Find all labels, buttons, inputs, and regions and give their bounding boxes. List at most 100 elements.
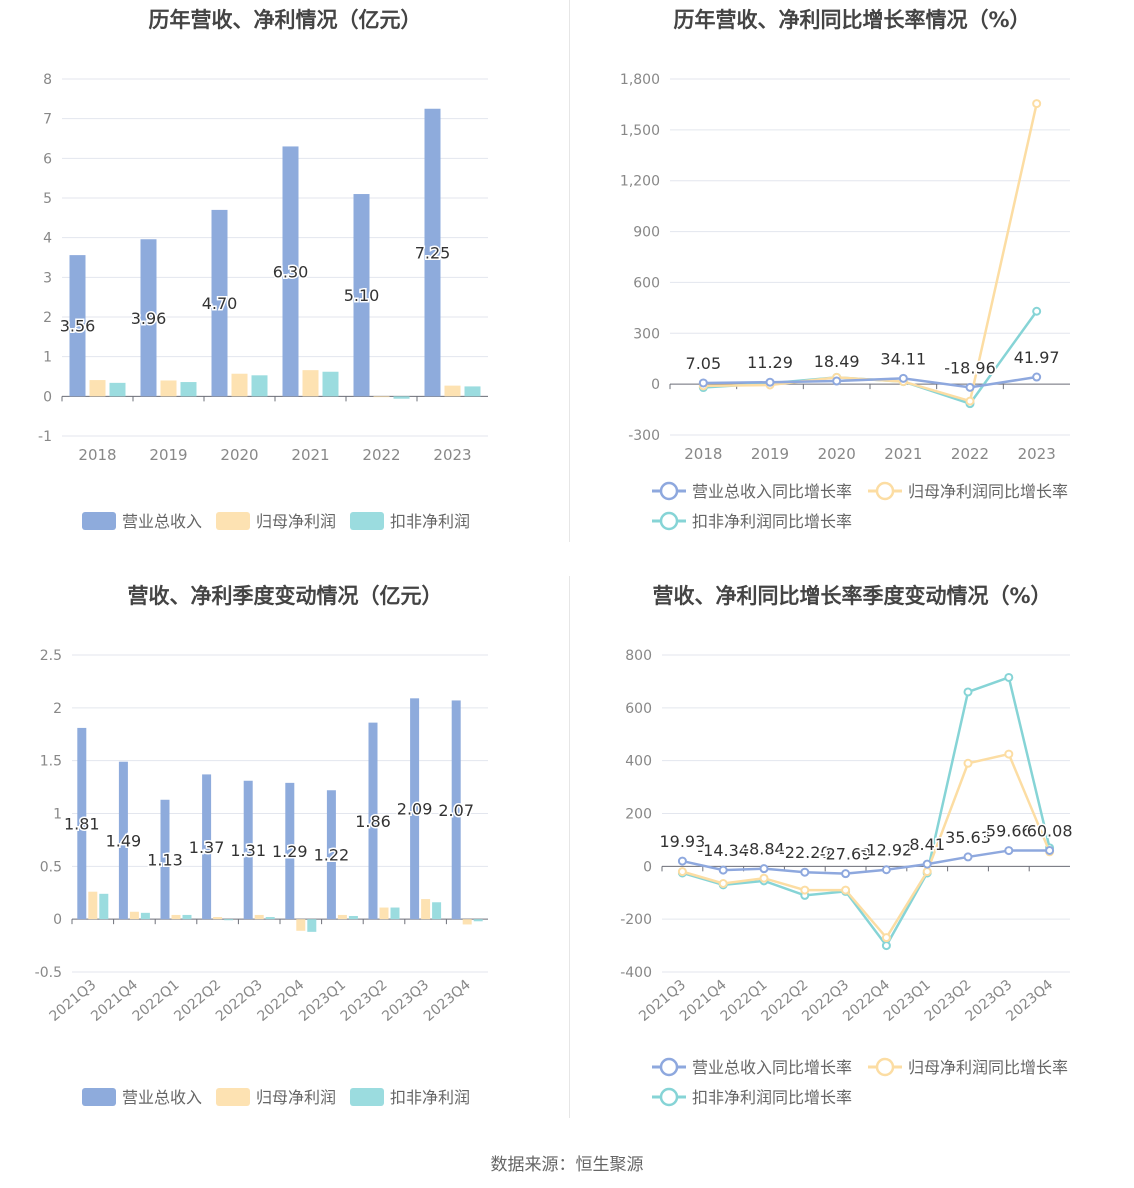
- bar: [462, 919, 472, 925]
- data-label: 4.70: [202, 294, 238, 313]
- chart-title: 营收、净利同比增长率季度变动情况（%）: [652, 584, 1052, 608]
- data-point: [677, 867, 687, 877]
- bar: [140, 912, 150, 920]
- y-tick-label: -0.5: [35, 965, 62, 981]
- legend-item: 营业总收入同比增长率: [652, 1057, 852, 1077]
- x-tick-label: 2023Q4: [421, 977, 474, 1025]
- data-label: 3.96: [131, 309, 167, 328]
- legend-item: 归母净利润: [216, 1088, 336, 1107]
- bar: [473, 919, 483, 922]
- y-tick-label: 0: [53, 912, 62, 928]
- bar: [89, 380, 106, 397]
- y-tick-label: 1.5: [40, 754, 62, 770]
- series-line: [682, 675, 1051, 948]
- data-label: 3.56: [60, 317, 96, 336]
- x-tick-label: 2023Q4: [1003, 977, 1056, 1025]
- bar: [393, 396, 410, 399]
- data-label: 1.86: [355, 812, 391, 831]
- y-tick-label: -200: [620, 912, 652, 928]
- y-tick-label: 2.5: [40, 648, 62, 664]
- legend-swatch: [82, 512, 116, 530]
- data-label: 60.08: [1027, 821, 1073, 840]
- legend-item: 营业总收入同比增长率: [652, 481, 852, 501]
- legend-marker: [659, 481, 679, 501]
- y-tick-label: 1: [43, 350, 52, 366]
- legend-swatch: [216, 1088, 250, 1106]
- data-point: [965, 396, 975, 406]
- legend-marker: [659, 1087, 679, 1107]
- bar: [180, 382, 197, 397]
- bar: [211, 209, 228, 397]
- x-tick-label: 2023: [433, 446, 471, 464]
- legend-label: 扣非净利润: [390, 1088, 470, 1107]
- data-point: [841, 885, 851, 895]
- data-point: [800, 885, 810, 895]
- data-label: 6.30: [273, 262, 309, 281]
- y-tick-label: 0: [643, 859, 652, 875]
- x-tick-label: 2023: [1018, 445, 1056, 463]
- y-tick-label: 0: [43, 389, 52, 405]
- data-label: -27.69: [820, 845, 872, 864]
- y-tick-label: 1: [53, 807, 62, 823]
- data-label: 7.25: [415, 244, 451, 263]
- data-label: 41.97: [1014, 348, 1060, 367]
- y-tick-label: 600: [633, 275, 660, 291]
- x-tick-label: 2019: [149, 446, 187, 464]
- y-tick-label: -300: [628, 428, 660, 444]
- legend-label: 营业总收入同比增长率: [692, 482, 852, 501]
- legend-item: 扣非净利润: [350, 512, 470, 531]
- data-label: 19.93: [659, 832, 705, 851]
- data-point: [881, 933, 891, 943]
- legend-label: 营业总收入: [122, 512, 202, 531]
- data-label: 1.13: [147, 850, 183, 869]
- y-tick-label: 400: [625, 754, 652, 770]
- divider: [569, 576, 570, 1118]
- legend-item: 营业总收入: [82, 512, 202, 531]
- y-tick-label: 600: [625, 701, 652, 717]
- y-tick-label: -1: [38, 429, 52, 445]
- bar: [182, 914, 192, 920]
- data-point: [1004, 846, 1014, 856]
- data-point: [1004, 749, 1014, 759]
- bar: [69, 255, 86, 397]
- bar: [464, 386, 481, 397]
- y-tick-label: 7: [43, 112, 52, 128]
- bar: [265, 917, 275, 920]
- bar: [99, 893, 109, 920]
- data-point: [800, 867, 810, 877]
- x-tick-label: 2020: [220, 446, 258, 464]
- data-label: -12.92: [861, 841, 913, 860]
- data-label: 1.29: [272, 842, 308, 861]
- bar: [432, 902, 442, 920]
- bar: [171, 914, 181, 920]
- data-label: 7.05: [686, 354, 722, 373]
- bar: [296, 919, 306, 931]
- data-label: 34.11: [880, 349, 926, 368]
- x-tick-label: 2018: [684, 445, 722, 463]
- chart-svg: 2.521.510.50-0.52021Q32021Q42022Q12022Q2…: [35, 648, 488, 1107]
- legend-marker: [875, 481, 895, 501]
- data-point: [922, 867, 932, 877]
- data-point: [963, 758, 973, 768]
- data-label: 2.09: [397, 800, 433, 819]
- y-tick-label: 0.5: [40, 859, 62, 875]
- chart-title: 历年营收、净利同比增长率情况（%）: [673, 8, 1031, 32]
- data-point: [922, 859, 932, 869]
- data-label: 1.49: [106, 831, 142, 850]
- bar: [348, 915, 358, 920]
- bar: [302, 370, 319, 397]
- chart-svg: 8006004002000-200-4002021Q32021Q42022Q12…: [620, 648, 1074, 1107]
- y-tick-label: 4: [43, 231, 52, 247]
- bar: [373, 396, 390, 398]
- x-tick-label: 2021: [291, 446, 329, 464]
- legend-swatch: [350, 512, 384, 530]
- data-point: [965, 382, 975, 392]
- legend-marker: [659, 511, 679, 531]
- bar: [224, 919, 234, 921]
- y-tick-label: 800: [625, 648, 652, 664]
- divider: [569, 0, 570, 542]
- data-point: [1045, 845, 1055, 855]
- y-tick-label: 3: [43, 270, 52, 286]
- data-point: [1032, 372, 1042, 382]
- legend-swatch: [216, 512, 250, 530]
